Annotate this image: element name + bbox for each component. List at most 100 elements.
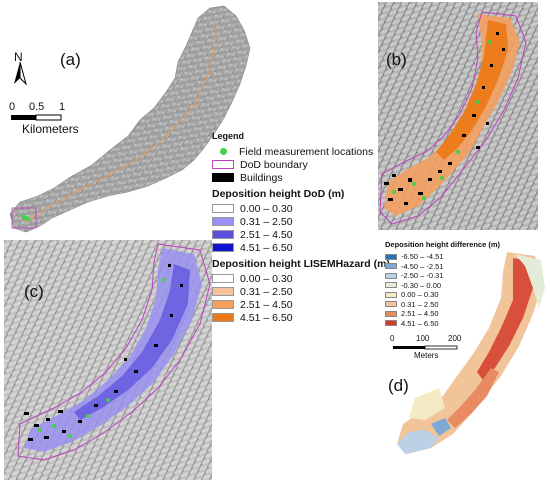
lisem-class-swatch — [212, 300, 234, 309]
legend-label-field: Field measurement locations — [239, 145, 374, 158]
difference-class-label: 0.31 – 2.50 — [401, 299, 439, 309]
map-panel-a — [9, 5, 251, 233]
scale-m-200: 200 — [448, 334, 462, 343]
north-label: N — [14, 50, 23, 64]
scale-m-0: 0 — [390, 334, 395, 343]
map-panel-b — [378, 2, 538, 230]
difference-class-swatch — [385, 291, 397, 298]
difference-class-label: -2.50 – -0.31 — [401, 271, 444, 281]
lisem-class-label: 4.51 – 6.50 — [240, 311, 293, 324]
dod-class-item: 2.51 – 4.50 — [212, 228, 392, 241]
lisem-class-item: 0.31 – 2.50 — [212, 285, 392, 298]
difference-neutral-d — [409, 388, 445, 420]
lisem-core-b — [436, 20, 508, 160]
difference-class-swatch — [385, 320, 397, 327]
scale-m-100: 100 — [416, 334, 430, 343]
difference-class-label: 4.51 – 6.50 — [401, 318, 439, 328]
legend-label-dod-boundary: DoD boundary — [240, 158, 308, 171]
difference-class-swatch — [385, 282, 397, 289]
difference-blue-d — [431, 418, 451, 436]
difference-class-item: 4.51 – 6.50 — [385, 319, 505, 329]
difference-legend: Deposition height difference (m) -6.50 –… — [385, 240, 505, 328]
dod-class-item: 0.31 – 2.50 — [212, 215, 392, 228]
difference-class-item: 0.00 – 0.30 — [385, 290, 505, 300]
lisem-class-swatch — [212, 313, 234, 322]
lisem-class-label: 0.00 – 0.30 — [240, 272, 293, 285]
difference-class-label: -0.30 – 0.00 — [401, 280, 442, 290]
map-panel-c — [4, 240, 212, 480]
dod-class-swatch — [212, 243, 234, 252]
legend-item-field: Field measurement locations — [212, 145, 392, 158]
difference-mid-d — [447, 368, 499, 428]
dod-flow-c — [24, 248, 202, 452]
dod-class-label: 0.31 – 2.50 — [240, 215, 293, 228]
difference-class-item: -2.50 – -0.31 — [385, 271, 505, 281]
scale-bar-m — [393, 345, 458, 350]
dod-class-item: 4.51 – 6.50 — [212, 241, 392, 254]
difference-high-d — [477, 258, 533, 380]
lisem-class-swatch — [212, 287, 234, 296]
dod-boundary-a — [11, 207, 37, 229]
difference-class-item: -4.50 – -2.51 — [385, 262, 505, 272]
panel-label-a: (a) — [60, 50, 81, 69]
panel-label-d: (d) — [388, 376, 409, 395]
scale-km-unit: Kilometers — [22, 122, 79, 136]
difference-class-label: -6.50 – -4.51 — [401, 252, 444, 262]
legend-item-buildings: Buildings — [212, 171, 392, 184]
difference-edge-d — [515, 254, 545, 308]
legend-title: Legend — [212, 131, 245, 141]
dod-boundary-swatch — [212, 160, 234, 169]
legend-dod-title: Deposition height DoD (m) — [212, 188, 345, 200]
legend-dod-classes: 0.00 – 0.30 0.31 – 2.50 2.51 – 4.50 4.51 – … — [212, 202, 392, 254]
dod-class-item: 0.00 – 0.30 — [212, 202, 392, 215]
legend-label-buildings: Buildings — [240, 171, 283, 184]
dod-class-swatch — [212, 230, 234, 239]
lisem-class-item: 4.51 – 6.50 — [212, 311, 392, 324]
dod-class-label: 2.51 – 4.50 — [240, 228, 293, 241]
difference-class-item: 0.31 – 2.50 — [385, 300, 505, 310]
channel-a — [25, 21, 217, 223]
difference-class-label: -4.50 – -2.51 — [401, 261, 444, 271]
dod-class-label: 4.51 – 6.50 — [240, 241, 293, 254]
dod-core-c — [74, 264, 190, 420]
difference-class-swatch — [385, 263, 397, 270]
dod-class-swatch — [212, 204, 234, 213]
panel-label-c: (c) — [24, 282, 44, 301]
field-point-icon — [220, 148, 227, 155]
lisem-class-swatch — [212, 274, 234, 283]
scale-km-05: 0.5 — [29, 101, 45, 113]
difference-class-swatch — [385, 253, 397, 260]
buildings-swatch — [212, 173, 234, 182]
legend-lisem-title: Deposition height LISEMHazard (m) — [212, 258, 390, 270]
panel-label-b: (b) — [386, 50, 407, 69]
difference-low-d — [397, 430, 439, 454]
difference-class-item: -6.50 – -4.51 — [385, 252, 505, 262]
difference-classes: -6.50 – -4.51 -4.50 – -2.51 -2.50 – -0.31-… — [385, 252, 505, 328]
dod-class-swatch — [212, 217, 234, 226]
difference-class-item: 2.51 – 4.50 — [385, 309, 505, 319]
difference-class-swatch — [385, 272, 397, 279]
scale-km-0: 0 — [9, 101, 16, 113]
difference-class-label: 0.00 – 0.30 — [401, 290, 439, 300]
dod-boundary-b — [379, 11, 527, 225]
dod-boundary-c — [17, 243, 211, 461]
difference-class-label: 2.51 – 4.50 — [401, 309, 439, 319]
north-arrow-icon — [14, 61, 27, 86]
dod-class-label: 0.00 – 0.30 — [240, 202, 293, 215]
scale-bar-km — [11, 114, 62, 121]
legend: Legend Field measurement locations DoD b… — [212, 131, 392, 324]
legend-item-dod-boundary: DoD boundary — [212, 158, 392, 171]
lisem-class-item: 0.00 – 0.30 — [212, 272, 392, 285]
difference-class-swatch — [385, 310, 397, 317]
lisem-class-label: 0.31 – 2.50 — [240, 285, 293, 298]
difference-legend-title: Deposition height difference (m) — [385, 240, 501, 249]
lisem-class-item: 2.51 – 4.50 — [212, 298, 392, 311]
legend-lisem-classes: 0.00 – 0.30 0.31 – 2.50 2.51 – 4.50 4.51 – … — [212, 272, 392, 324]
difference-class-item: -0.30 – 0.00 — [385, 281, 505, 291]
scale-m-unit: Meters — [414, 351, 439, 360]
field-points-a — [21, 214, 31, 222]
catchment-a — [9, 5, 251, 233]
difference-class-swatch — [385, 301, 397, 308]
lisem-class-label: 2.51 – 4.50 — [240, 298, 293, 311]
map-panel-d — [397, 252, 545, 454]
